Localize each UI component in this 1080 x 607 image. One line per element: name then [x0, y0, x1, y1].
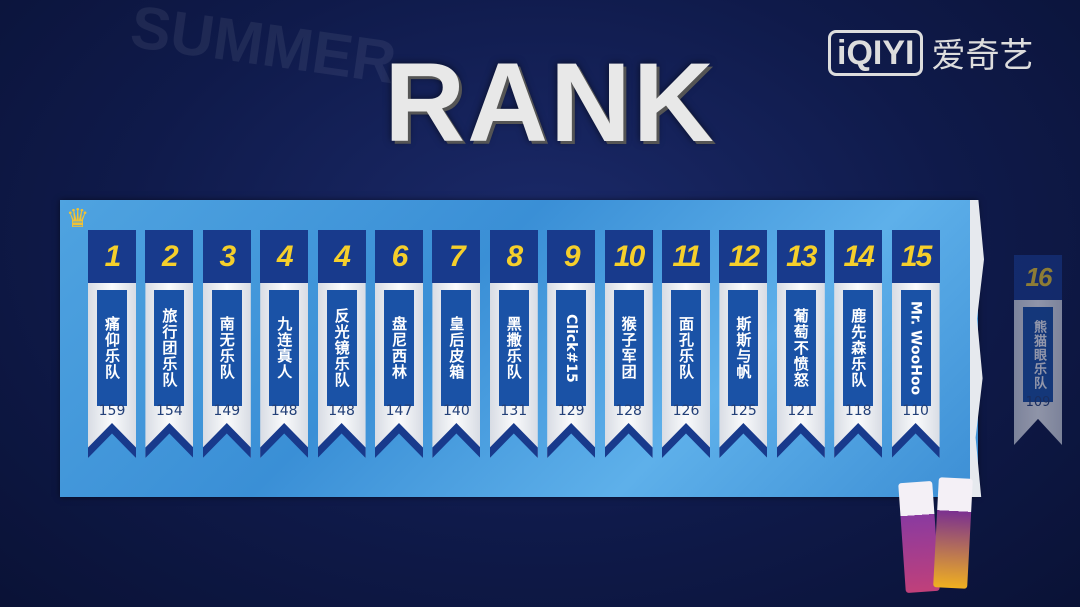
band-name: 南无乐队: [211, 290, 242, 406]
rank-number: 1: [88, 230, 136, 283]
rank-column: 12 斯斯与帆 125: [719, 230, 768, 458]
score: 125: [730, 403, 757, 419]
rank-number: 16: [1014, 255, 1062, 300]
rank-number: 11: [662, 230, 710, 283]
crown-icon: ♛: [66, 204, 90, 234]
band-name: 斯斯与帆: [728, 290, 759, 406]
logo-chinese: 爱奇艺: [931, 36, 1034, 76]
rank-number: 2: [145, 230, 194, 283]
rank-number: 9: [547, 230, 596, 283]
rank-number: 10: [604, 230, 653, 283]
band-name: 鹿先森乐队: [843, 290, 874, 406]
score: 147: [385, 403, 413, 419]
rank-number: 6: [375, 230, 423, 283]
band-name: Click#15: [556, 290, 587, 406]
rank-number: 13: [776, 230, 825, 283]
rank-column: 13 葡萄不愤怒 121: [776, 230, 825, 458]
score: 129: [557, 403, 585, 419]
rank-column: 14 鹿先森乐队 118: [834, 230, 883, 458]
rank-number: 14: [834, 230, 883, 283]
rank-column: 8 黑撒乐队 131: [489, 230, 538, 458]
rank-number: 7: [432, 230, 481, 283]
band-name: 反光镜乐队: [326, 290, 357, 406]
score: 131: [500, 403, 528, 419]
band-name: Mr. WooHoo: [900, 290, 931, 406]
rank-column: 11 面孔乐队 126: [662, 230, 710, 458]
eliminated-column: 16 熊猫眼乐队 109: [1014, 255, 1062, 483]
torn-edge: [970, 200, 984, 497]
score: 110: [902, 403, 929, 419]
band-name: 面孔乐队: [671, 290, 701, 406]
rank-column: 3 南无乐队 149: [202, 230, 251, 458]
score: 149: [213, 403, 241, 419]
score: 128: [615, 403, 642, 419]
rank-column: 10 猴子军团 128: [604, 230, 653, 458]
score: 148: [328, 403, 355, 419]
score: 126: [672, 403, 700, 419]
rank-column: 6 盘尼西林 147: [375, 230, 423, 458]
score: 154: [156, 403, 183, 419]
sponsor-product-image: [896, 477, 976, 598]
band-name: 黑撒乐队: [498, 290, 529, 406]
band-name: 痛仰乐队: [97, 290, 127, 406]
band-name: 猴子军团: [613, 290, 644, 406]
rank-number: 8: [489, 230, 538, 283]
score: 140: [443, 403, 470, 419]
score: 109: [1025, 395, 1051, 410]
iqiyi-logo: iQIYI 爱奇艺: [828, 28, 1033, 77]
band-name: 九连真人: [269, 290, 300, 406]
rank-column: 4 反光镜乐队 148: [317, 230, 366, 458]
rank-column: 1 痛仰乐队 159: [88, 230, 136, 458]
rank-number: 3: [202, 230, 251, 283]
band-name: 旅行团乐队: [154, 290, 185, 406]
rank-number: 4: [317, 230, 366, 283]
rank-column: 7 皇后皮箱 140: [432, 230, 481, 458]
band-name: 熊猫眼乐队: [1023, 307, 1053, 402]
rank-column: 2 旅行团乐队 154: [145, 230, 194, 458]
score: 148: [270, 403, 298, 419]
score: 118: [844, 403, 872, 419]
band-name: 葡萄不愤怒: [785, 290, 816, 406]
rank-number: 12: [719, 230, 768, 283]
band-name: 皇后皮箱: [441, 290, 472, 406]
score: 159: [98, 403, 126, 419]
logo-mark: iQIYI: [828, 29, 924, 76]
rank-column: 9 Click#15 129: [547, 230, 596, 458]
band-name: 盘尼西林: [384, 290, 414, 406]
rank-column: 15 Mr. WooHoo 110: [891, 230, 940, 458]
rank-column: 4 九连真人 148: [260, 230, 309, 458]
page-title: RANK: [384, 40, 716, 165]
rank-number: 4: [260, 230, 309, 283]
score: 121: [787, 403, 815, 419]
rank-number: 15: [891, 230, 940, 283]
